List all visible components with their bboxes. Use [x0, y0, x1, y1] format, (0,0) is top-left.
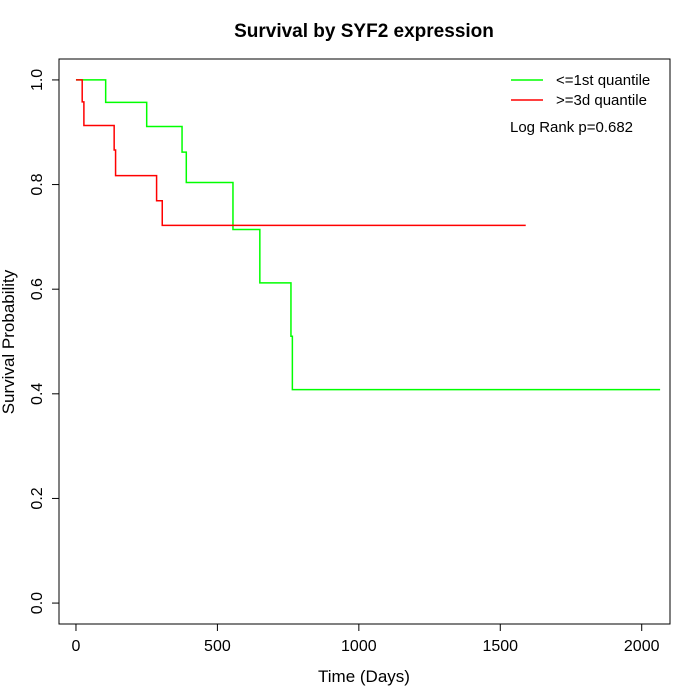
y-tick-label: 0.2	[29, 487, 46, 509]
x-tick-label: 0	[72, 638, 81, 655]
x-tick-label: 2000	[624, 638, 660, 655]
series-line-1	[75, 79, 661, 391]
legend: <=1st quantile >=3d quantile	[511, 72, 650, 109]
legend-label-2: >=3d quantile	[556, 92, 647, 109]
x-tick-label: 1500	[482, 638, 518, 655]
x-axis-label: Time (Days)	[318, 667, 410, 686]
x-tick-label: 1000	[341, 638, 377, 655]
x-tick-label: 500	[204, 638, 231, 655]
y-tick-label: 0.4	[29, 383, 46, 405]
series-layer	[75, 79, 661, 391]
y-axis: 0.0 0.2 0.4 0.6 0.8 1.0	[29, 69, 60, 614]
x-axis: 0 500 1000 1500 2000	[72, 623, 660, 655]
y-tick-label: 0.8	[29, 173, 46, 195]
chart-title: Survival by SYF2 expression	[234, 21, 494, 42]
y-tick-label: 0.6	[29, 278, 46, 300]
plot-frame	[58, 58, 671, 625]
y-tick-label: 0.0	[29, 592, 46, 614]
log-rank-annotation: Log Rank p=0.682	[510, 119, 633, 136]
y-axis-label: Survival Probability	[0, 269, 18, 414]
legend-label-1: <=1st quantile	[556, 72, 650, 89]
y-tick-label: 1.0	[29, 69, 46, 91]
series-line-2	[75, 79, 526, 227]
